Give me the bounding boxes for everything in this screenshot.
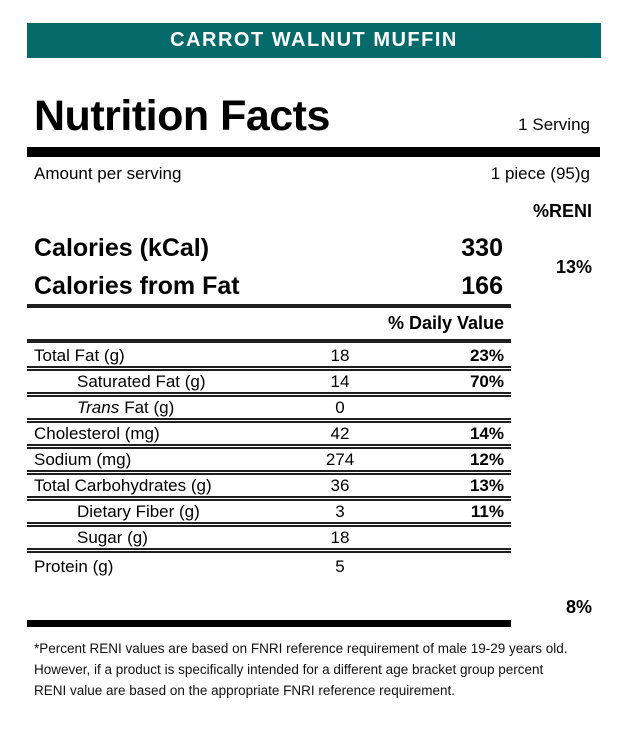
table-row-trans-fat: Trans Fat (g) 0 (27, 397, 511, 423)
nutrient-value: 3 (335, 501, 345, 521)
table-row-dietary-fiber: Dietary Fiber (g) 3 11% (27, 501, 511, 527)
label-title: Nutrition Facts (34, 92, 330, 140)
nutrient-dv: 23% (469, 345, 504, 365)
section-divider (27, 304, 511, 308)
footer-rule (27, 620, 511, 627)
nutrient-value: 274 (325, 449, 355, 469)
daily-value-header: % Daily Value (387, 313, 504, 333)
table-row-total-fat: Total Fat (g) 18 23% (27, 345, 511, 371)
nutrient-dv: 12% (469, 449, 504, 469)
nutrient-label: Sodium (mg) (34, 449, 132, 469)
nutrient-label: Dietary Fiber (g) (77, 501, 200, 521)
nutrients-table: Total Fat (g) 18 23% Saturated Fat (g) 1… (27, 345, 511, 580)
nutrient-label: Protein (g) (34, 556, 114, 576)
serving-size: 1 piece (95)g (490, 164, 590, 183)
product-banner: CARROT WALNUT MUFFIN (27, 23, 601, 58)
nutrient-label: Sugar (g) (77, 527, 148, 547)
trans-rest: Fat (g) (124, 397, 175, 417)
table-row-cholesterol: Cholesterol (mg) 42 14% (27, 423, 511, 449)
nutrient-label: Total Fat (g) (34, 345, 125, 365)
trans-italic: Trans (77, 397, 120, 417)
nutrient-dv: 11% (470, 501, 504, 521)
nutrient-value: 36 (330, 475, 350, 495)
reni-column-header: %RENI (532, 201, 592, 221)
protein-reni-percent: 8% (565, 597, 592, 617)
calories-from-fat-label: Calories from Fat (34, 272, 240, 300)
nutrient-label: Cholesterol (mg) (34, 423, 160, 443)
calories-from-fat-value: 166 (461, 272, 503, 300)
table-row-protein: Protein (g) 5 (27, 553, 511, 580)
reni-footnote: *Percent RENI values are based on FNRI r… (34, 641, 568, 698)
table-row-total-carbohydrates: Total Carbohydrates (g) 36 13% (27, 475, 511, 501)
nutrient-label: Trans Fat (g) (27, 398, 280, 418)
calories-reni-percent: 13% (555, 257, 592, 277)
nutrient-value: 14 (330, 371, 350, 391)
nutrient-dv: 14% (469, 423, 504, 443)
calories-value: 330 (461, 234, 503, 262)
calories-label: Calories (kCal) (34, 234, 210, 262)
nutrient-label: Total Carbohydrates (g) (34, 475, 212, 495)
nutrient-value: 5 (335, 556, 345, 576)
table-row-sodium: Sodium (mg) 274 12% (27, 449, 511, 475)
table-row-saturated-fat: Saturated Fat (g) 14 70% (27, 371, 511, 397)
nutrient-dv: 13% (469, 475, 504, 495)
nutrient-value: 42 (330, 423, 350, 443)
section-divider (27, 339, 511, 343)
nutrient-dv: 70% (469, 371, 504, 391)
amount-per-serving-label: Amount per serving (34, 164, 182, 183)
calories-from-fat-row: Calories from Fat 166 (27, 272, 511, 301)
header-rule (27, 147, 600, 157)
nutrient-label: Saturated Fat (g) (77, 371, 206, 391)
nutrient-value: 0 (335, 397, 345, 417)
calories-row: Calories (kCal) 330 (27, 234, 511, 263)
nutrient-value: 18 (330, 345, 350, 365)
servings-count: 1 Serving (518, 115, 590, 134)
nutrient-value: 18 (330, 527, 350, 547)
table-row-sugar: Sugar (g) 18 (27, 527, 511, 553)
product-title: CARROT WALNUT MUFFIN (170, 29, 458, 51)
